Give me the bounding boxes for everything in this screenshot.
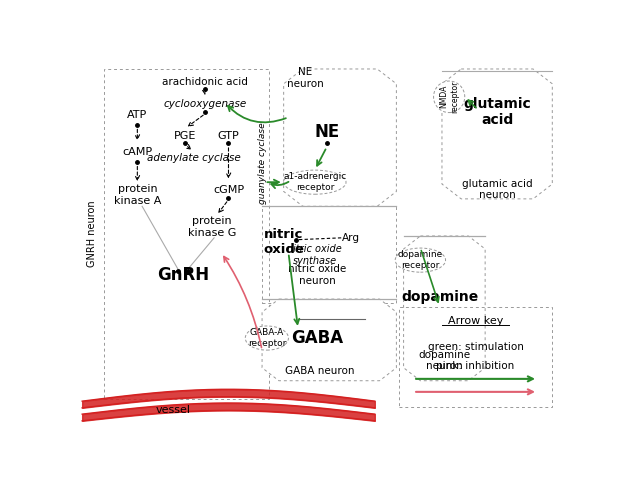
Text: arachidonic acid: arachidonic acid bbox=[162, 77, 248, 87]
PathPatch shape bbox=[442, 69, 552, 199]
Text: cyclooxygenase: cyclooxygenase bbox=[164, 99, 247, 109]
Text: glutamic acid
neuron: glutamic acid neuron bbox=[462, 179, 532, 201]
Text: PGE: PGE bbox=[174, 131, 196, 141]
Text: protein
kinase A: protein kinase A bbox=[114, 184, 161, 206]
Text: GTP: GTP bbox=[218, 131, 240, 141]
Text: guanylate cyclase: guanylate cyclase bbox=[258, 123, 267, 204]
Text: a1-adrenergic
receptor: a1-adrenergic receptor bbox=[284, 173, 347, 192]
Text: cAMP: cAMP bbox=[123, 147, 152, 158]
Text: nitric oxide
neuron: nitric oxide neuron bbox=[288, 264, 347, 286]
Text: GABA: GABA bbox=[291, 329, 344, 347]
Text: cGMP: cGMP bbox=[213, 185, 244, 195]
Text: NMDA
receptor: NMDA receptor bbox=[439, 80, 459, 113]
Ellipse shape bbox=[433, 81, 465, 113]
Text: ATP: ATP bbox=[128, 110, 147, 120]
Text: protein
kinase G: protein kinase G bbox=[188, 216, 236, 238]
PathPatch shape bbox=[404, 236, 485, 381]
Text: dopamine: dopamine bbox=[401, 290, 478, 304]
PathPatch shape bbox=[262, 299, 396, 381]
Text: Arg: Arg bbox=[342, 233, 360, 243]
Text: green: stimulation: green: stimulation bbox=[428, 342, 524, 352]
Text: dopamine
receptor: dopamine receptor bbox=[398, 251, 443, 270]
Text: GABA-A
receptor: GABA-A receptor bbox=[248, 328, 286, 348]
Text: GNRH neuron: GNRH neuron bbox=[87, 201, 97, 268]
Text: GnRH: GnRH bbox=[157, 266, 209, 284]
Text: dopamine
neuron: dopamine neuron bbox=[418, 349, 470, 371]
Text: GABA neuron: GABA neuron bbox=[285, 366, 355, 376]
Text: glutamic
acid: glutamic acid bbox=[463, 96, 531, 127]
Text: pink: inhibition: pink: inhibition bbox=[436, 361, 514, 371]
Text: nitric
oxide: nitric oxide bbox=[263, 228, 304, 255]
Text: NE: NE bbox=[314, 123, 339, 141]
Text: adenylate cyclase: adenylate cyclase bbox=[147, 153, 241, 163]
Ellipse shape bbox=[284, 170, 346, 194]
Ellipse shape bbox=[395, 248, 446, 272]
Text: NE
neuron: NE neuron bbox=[287, 67, 324, 89]
Text: nitric oxide
synthase: nitric oxide synthase bbox=[287, 244, 342, 266]
Ellipse shape bbox=[245, 326, 288, 350]
Text: Arrow key: Arrow key bbox=[448, 316, 503, 326]
Text: vessel: vessel bbox=[156, 405, 191, 415]
PathPatch shape bbox=[284, 69, 396, 206]
